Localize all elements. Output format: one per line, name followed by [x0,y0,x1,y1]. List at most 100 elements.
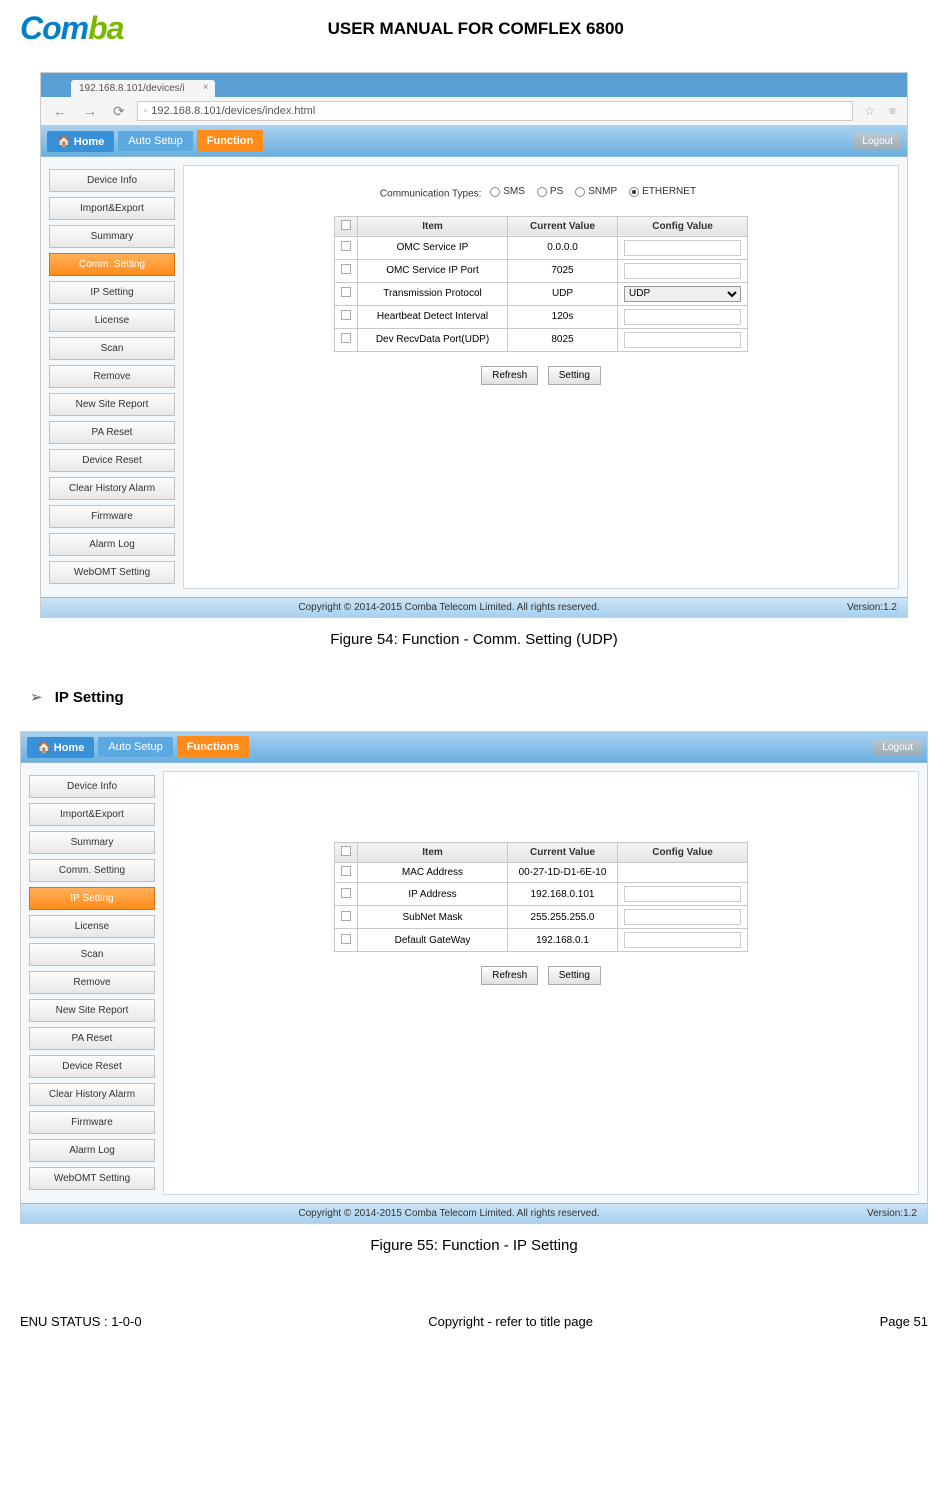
row-checkbox[interactable] [341,310,351,320]
radio-ps[interactable]: PS [537,186,563,197]
radio-snmp[interactable]: SNMP [575,186,617,197]
screenshot-ip-setting: 🏠 Home Auto Setup Functions Logout Devic… [20,731,928,1224]
config-value-cell [618,906,748,929]
sidebar-item-summary[interactable]: Summary [29,831,155,854]
row-checkbox[interactable] [341,333,351,343]
sidebar-item-device-reset[interactable]: Device Reset [49,449,175,472]
figure-54-caption: Figure 54: Function - Comm. Setting (UDP… [0,623,948,668]
row-checkbox[interactable] [341,264,351,274]
current-value-cell: 8025 [508,328,618,351]
checkbox-all[interactable] [341,220,351,230]
row-checkbox[interactable] [341,287,351,297]
config-value-cell [618,929,748,952]
table-row: IP Address192.168.0.101 [335,883,748,906]
nav-auto-setup[interactable]: Auto Setup [98,737,172,757]
sidebar-item-import-export[interactable]: Import&Export [49,197,175,220]
config-input[interactable] [624,309,741,325]
config-value-cell [618,863,748,883]
menu-icon[interactable]: ≡ [886,104,899,118]
top-nav: 🏠 Home Auto Setup Function Logout [41,126,907,157]
back-icon[interactable]: ← [49,103,71,119]
nav-auto-setup[interactable]: Auto Setup [118,131,192,151]
logout-button[interactable]: Logout [854,133,901,150]
row-checkbox[interactable] [341,866,351,876]
nav-functions[interactable]: Functions [177,736,250,758]
row-checkbox[interactable] [341,888,351,898]
current-value-cell: 7025 [508,259,618,282]
logo: Comba [20,10,123,47]
current-value-cell: UDP [508,282,618,305]
sidebar-item-new-site-report[interactable]: New Site Report [49,393,175,416]
browser-tab[interactable]: 192.168.8.101/devices/i [71,80,215,97]
config-table: ItemCurrent ValueConfig Value MAC Addres… [334,842,748,952]
sidebar-item-remove[interactable]: Remove [29,971,155,994]
table-row: Dev RecvData Port(UDP)8025 [335,328,748,351]
version: Version:1.2 [867,1208,917,1219]
radio-label: SMS [503,186,525,197]
url-field[interactable]: ▫ 192.168.8.101/devices/index.html [137,101,853,121]
browser-tab-bar: 192.168.8.101/devices/i [41,73,907,97]
sidebar-item-pa-reset[interactable]: PA Reset [49,421,175,444]
sidebar-item-device-info[interactable]: Device Info [49,169,175,192]
config-table: ItemCurrent ValueConfig Value OMC Servic… [334,216,748,352]
sidebar: Device Info Import&Export Summary Comm. Set… [49,165,175,589]
current-value-cell: 0.0.0.0 [508,236,618,259]
sidebar-item-scan[interactable]: Scan [49,337,175,360]
sidebar-item-import-export[interactable]: Import&Export [29,803,155,826]
forward-icon[interactable]: → [79,103,101,119]
sidebar-item-clear-history-alarm[interactable]: Clear History Alarm [29,1083,155,1106]
sidebar-item-license[interactable]: License [29,915,155,938]
radio-sms[interactable]: SMS [490,186,525,197]
sidebar-item-clear-history-alarm[interactable]: Clear History Alarm [49,477,175,500]
radio-ethernet[interactable]: ETHERNET [629,186,696,197]
sidebar-item-firmware[interactable]: Firmware [49,505,175,528]
item-cell: OMC Service IP [358,236,508,259]
url-text: 192.168.8.101/devices/index.html [151,105,315,117]
sidebar-item-firmware[interactable]: Firmware [29,1111,155,1134]
row-checkbox[interactable] [341,241,351,251]
config-input[interactable] [624,909,741,925]
sidebar-item-ip-setting[interactable]: IP Setting [49,281,175,304]
config-input[interactable] [624,886,741,902]
screenshot-comm-setting: 192.168.8.101/devices/i ← → ⟳ ▫ 192.168.… [40,72,908,618]
page-header: Comba USER MANUAL FOR COMFLEX 6800 [0,0,948,52]
row-checkbox[interactable] [341,911,351,921]
bookmark-icon[interactable]: ☆ [861,104,878,118]
sidebar-item-webomt-setting[interactable]: WebOMT Setting [29,1167,155,1190]
content-panel: Communication Types: SMSPSSNMPETHERNET I… [183,165,899,589]
sidebar-item-new-site-report[interactable]: New Site Report [29,999,155,1022]
sidebar-item-summary[interactable]: Summary [49,225,175,248]
enu-status: ENU STATUS : 1-0-0 [20,1314,142,1329]
refresh-button[interactable]: Refresh [481,966,538,985]
sidebar-item-license[interactable]: License [49,309,175,332]
sidebar-item-comm-setting[interactable]: Comm. Setting [49,253,175,276]
setting-button[interactable]: Setting [548,966,601,985]
row-checkbox[interactable] [341,934,351,944]
radio-icon [629,187,639,197]
nav-home[interactable]: 🏠 Home [27,737,94,758]
refresh-button[interactable]: Refresh [481,366,538,385]
config-input[interactable] [624,240,741,256]
config-select[interactable]: UDP [624,286,741,302]
config-input[interactable] [624,932,741,948]
setting-button[interactable]: Setting [548,366,601,385]
config-input[interactable] [624,263,741,279]
sidebar-item-remove[interactable]: Remove [49,365,175,388]
logout-button[interactable]: Logout [874,739,921,756]
nav-home[interactable]: 🏠 Home [47,131,114,152]
checkbox-all[interactable] [341,846,351,856]
sidebar-item-ip-setting[interactable]: IP Setting [29,887,155,910]
sidebar-item-device-reset[interactable]: Device Reset [29,1055,155,1078]
sidebar-item-device-info[interactable]: Device Info [29,775,155,798]
sidebar-item-alarm-log[interactable]: Alarm Log [29,1139,155,1162]
sidebar-item-scan[interactable]: Scan [29,943,155,966]
config-input[interactable] [624,332,741,348]
config-value-cell [618,883,748,906]
sidebar-item-webomt-setting[interactable]: WebOMT Setting [49,561,175,584]
reload-icon[interactable]: ⟳ [109,103,129,120]
sidebar-item-comm-setting[interactable]: Comm. Setting [29,859,155,882]
nav-function[interactable]: Function [197,130,263,152]
sidebar-item-alarm-log[interactable]: Alarm Log [49,533,175,556]
sidebar-item-pa-reset[interactable]: PA Reset [29,1027,155,1050]
browser-chrome: 192.168.8.101/devices/i ← → ⟳ ▫ 192.168.… [41,73,907,126]
